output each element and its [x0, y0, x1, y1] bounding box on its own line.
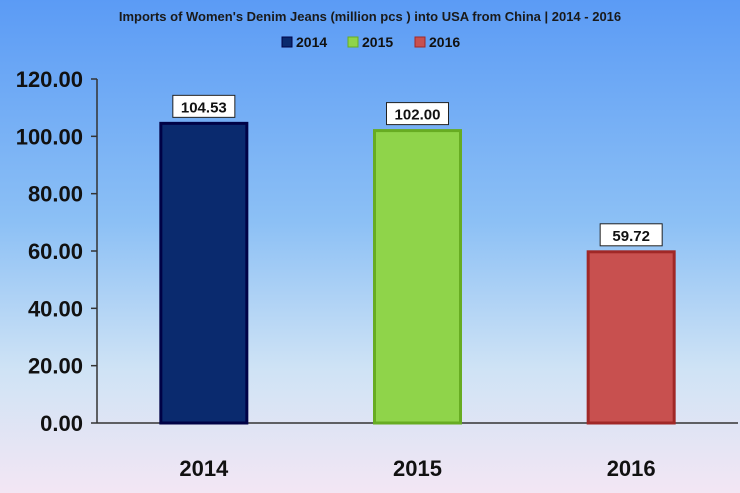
y-tick-label: 20.00	[28, 354, 83, 379]
data-label-2014: 104.53	[172, 94, 236, 118]
data-label-text: 59.72	[612, 228, 650, 245]
data-labels: 104.53 102.00 59.72	[172, 94, 663, 247]
bar-2014	[159, 121, 249, 425]
y-tick-label: 120.00	[16, 67, 83, 92]
legend-label: 2015	[362, 34, 393, 50]
axes: 0.00 20.00 40.00 60.00 80.00 100.00 120.00 2014…	[16, 67, 738, 481]
data-label-text: 102.00	[395, 107, 441, 124]
y-tick-label: 80.00	[28, 182, 83, 207]
x-tick-label: 2014	[179, 456, 229, 481]
data-label-2015: 102.00	[386, 102, 449, 126]
data-label-box	[172, 94, 236, 118]
chart-title: Imports of Women's Denim Jeans (million …	[119, 9, 621, 24]
legend: 2014 2015 2016	[281, 34, 460, 50]
data-label-2016: 59.72	[599, 223, 663, 247]
legend-swatch	[347, 36, 359, 48]
data-label-box	[386, 102, 449, 126]
y-tick-label: 40.00	[28, 296, 83, 321]
bar-2016	[586, 250, 676, 425]
legend-item-2015: 2015	[347, 34, 393, 50]
data-label-box	[599, 223, 663, 247]
x-tick-label: 2016	[607, 456, 656, 481]
legend-item-2014: 2014	[281, 34, 327, 50]
legend-swatch	[281, 36, 293, 48]
x-tick-label: 2015	[393, 456, 442, 481]
y-tick-label: 0.00	[40, 411, 83, 436]
legend-label: 2014	[296, 34, 327, 50]
bars	[159, 121, 676, 425]
bar-2015	[373, 129, 462, 425]
bar-group-2015	[373, 129, 462, 425]
bar-group-2014	[159, 121, 249, 425]
data-label-text: 104.53	[181, 99, 227, 116]
y-tick-label: 100.00	[16, 124, 83, 149]
y-tick-label: 60.00	[28, 239, 83, 264]
legend-label: 2016	[429, 34, 460, 50]
legend-swatch	[414, 36, 426, 48]
legend-item-2016: 2016	[414, 34, 460, 50]
bar-group-2016	[586, 250, 676, 425]
